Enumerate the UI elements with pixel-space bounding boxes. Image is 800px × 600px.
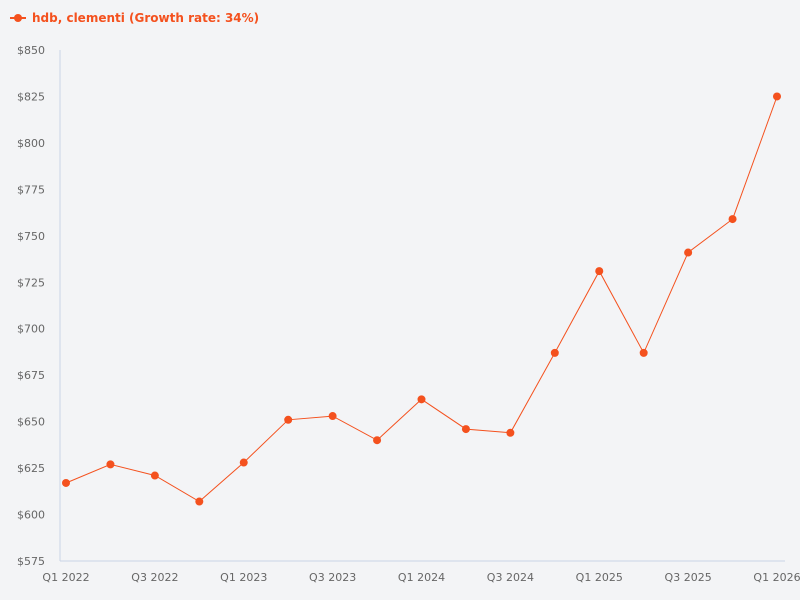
y-tick-label: $775 [17, 183, 45, 196]
data-point[interactable] [62, 478, 70, 487]
x-tick-label: Q1 2025 [576, 571, 623, 584]
data-point[interactable] [195, 497, 204, 506]
data-point[interactable] [550, 348, 559, 357]
data-point[interactable] [417, 395, 426, 404]
x-tick-label: Q1 2026 [753, 571, 800, 584]
data-point[interactable] [639, 348, 648, 357]
y-tick-label: $625 [17, 462, 45, 475]
data-point[interactable] [773, 92, 781, 101]
line-marker-icon [10, 13, 26, 23]
y-tick-label: $800 [17, 137, 45, 150]
data-point[interactable] [461, 425, 470, 434]
legend-label: hdb, clementi (Growth rate: 34%) [32, 11, 260, 25]
data-point[interactable] [150, 471, 159, 480]
data-point[interactable] [506, 428, 515, 437]
y-tick-label: $650 [17, 416, 45, 429]
series-line [65, 96, 778, 503]
x-tick-label: Q1 2023 [220, 571, 267, 584]
y-tick-label: $725 [17, 276, 45, 289]
x-tick-label: Q3 2022 [131, 571, 178, 584]
y-tick-label: $575 [17, 555, 45, 568]
data-point[interactable] [373, 436, 382, 445]
x-tick-label: Q1 2024 [398, 571, 445, 584]
y-tick-label: $850 [17, 44, 45, 57]
y-tick-label: $700 [17, 323, 45, 336]
data-point[interactable] [284, 415, 293, 424]
data-point[interactable] [328, 412, 337, 421]
y-tick-label: $825 [17, 90, 45, 103]
y-tick-label: $600 [17, 509, 45, 522]
x-tick-label: Q3 2024 [487, 571, 534, 584]
data-point[interactable] [595, 267, 604, 276]
x-tick-label: Q3 2025 [665, 571, 712, 584]
data-point[interactable] [239, 458, 248, 467]
data-point[interactable] [684, 248, 693, 257]
y-tick-label: $675 [17, 369, 45, 382]
x-tick-label: Q1 2022 [42, 571, 89, 584]
y-axis: $575 $600 $625 $650 $675 $700 $725 $750 $775 $800… [17, 44, 61, 568]
plot-area [62, 92, 781, 506]
y-tick-label: $750 [17, 230, 45, 243]
legend-item[interactable]: hdb, clementi (Growth rate: 34%) [10, 8, 259, 28]
data-point[interactable] [728, 215, 737, 224]
x-tick-label: Q3 2023 [309, 571, 356, 584]
data-point[interactable] [106, 460, 115, 469]
x-axis: Q1 2022 Q3 2022 Q1 2023 Q3 2023 Q1 2024 Q3 20… [42, 560, 800, 584]
